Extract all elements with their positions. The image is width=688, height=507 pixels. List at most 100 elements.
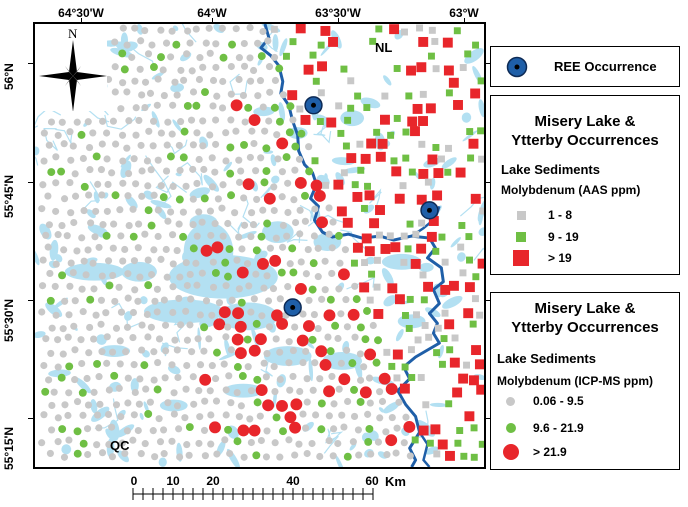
sample-site <box>110 371 119 380</box>
sample-site <box>270 25 278 33</box>
stream <box>169 264 193 285</box>
sample-site <box>406 65 416 76</box>
ree-symbol-icon <box>506 56 528 78</box>
sample-site <box>312 77 320 85</box>
sample-site <box>296 387 304 396</box>
sample-site <box>52 260 60 268</box>
sample-site <box>336 206 347 217</box>
sample-site <box>212 63 220 71</box>
sample-site <box>243 260 252 268</box>
sample-site <box>361 233 372 244</box>
stream <box>473 247 484 261</box>
sample-site <box>73 449 82 458</box>
sample-site <box>85 349 93 357</box>
sample-site <box>286 102 295 111</box>
sample-site <box>288 244 297 253</box>
border-line <box>259 24 445 467</box>
sample-site <box>176 453 184 461</box>
lake <box>354 357 363 379</box>
sample-site <box>458 222 466 229</box>
sample-site <box>454 439 462 447</box>
legend-icp-class-3-label: > 21.9 <box>533 445 567 459</box>
sample-site <box>201 397 209 405</box>
sample-site <box>286 386 294 394</box>
sample-site <box>284 283 292 291</box>
sample-site <box>70 218 78 227</box>
sample-site <box>192 25 200 33</box>
sample-site <box>476 384 484 395</box>
sample-site <box>85 191 93 199</box>
sample-site <box>276 453 284 461</box>
scale-label-20: 20 <box>206 474 220 488</box>
sample-site <box>477 127 484 135</box>
sample-site <box>226 169 235 178</box>
sample-site <box>418 168 429 179</box>
sample-site <box>78 359 86 368</box>
scale-label-10: 10 <box>166 474 180 488</box>
sample-site <box>144 256 152 264</box>
sample-site <box>296 334 309 347</box>
sample-site <box>441 258 449 266</box>
sample-site <box>65 362 74 371</box>
sample-site <box>183 101 192 110</box>
sample-site <box>149 142 157 150</box>
lake <box>35 146 40 156</box>
sample-site <box>260 359 268 367</box>
sample-site <box>235 54 243 62</box>
sample-site <box>352 242 363 253</box>
ree-layer <box>283 96 439 317</box>
sample-site <box>317 425 326 434</box>
sample-site <box>150 348 158 356</box>
sample-site <box>352 191 363 202</box>
lake <box>271 175 280 184</box>
lake <box>121 261 157 282</box>
sample-site <box>259 27 267 36</box>
sample-site <box>440 335 448 343</box>
sample-site <box>356 323 365 332</box>
sample-site <box>402 311 409 319</box>
sample-site <box>199 373 212 386</box>
sample-site <box>373 283 381 291</box>
sample-site <box>225 245 234 254</box>
sample-site <box>247 233 255 241</box>
sample-site <box>118 131 127 139</box>
sample-site <box>196 361 205 369</box>
sample-site <box>326 295 335 304</box>
sample-site <box>425 103 436 114</box>
sample-site <box>382 428 390 436</box>
sample-site <box>123 88 131 96</box>
sample-site <box>129 232 138 241</box>
sample-site <box>317 61 327 72</box>
stream <box>107 438 119 456</box>
sample-site <box>211 241 224 254</box>
sample-site <box>141 26 149 35</box>
sample-site <box>375 151 386 162</box>
sample-site <box>134 244 142 252</box>
sample-site <box>247 438 255 447</box>
lake <box>441 157 457 169</box>
sample-site <box>154 232 162 241</box>
sample-site <box>237 402 245 410</box>
sample-site <box>264 297 273 305</box>
sample-site <box>402 154 410 162</box>
map-frame[interactable]: N NL QC <box>33 22 486 469</box>
sample-site <box>67 209 75 217</box>
sample-site <box>134 297 142 305</box>
sample-site <box>144 50 153 58</box>
sample-site <box>269 285 278 293</box>
sample-site <box>186 321 194 329</box>
sample-site <box>239 91 248 100</box>
sample-site <box>445 89 453 97</box>
sample-site <box>375 205 385 215</box>
sample-site <box>305 167 314 176</box>
sample-site <box>157 182 165 190</box>
lake <box>105 428 116 441</box>
sample-site <box>387 131 395 139</box>
sample-site <box>303 320 315 333</box>
sample-site <box>159 193 168 202</box>
sample-site <box>310 311 318 319</box>
sample-site <box>80 182 89 191</box>
map-canvas[interactable] <box>35 24 484 467</box>
coord-tick <box>28 182 33 183</box>
sample-site <box>61 401 69 409</box>
